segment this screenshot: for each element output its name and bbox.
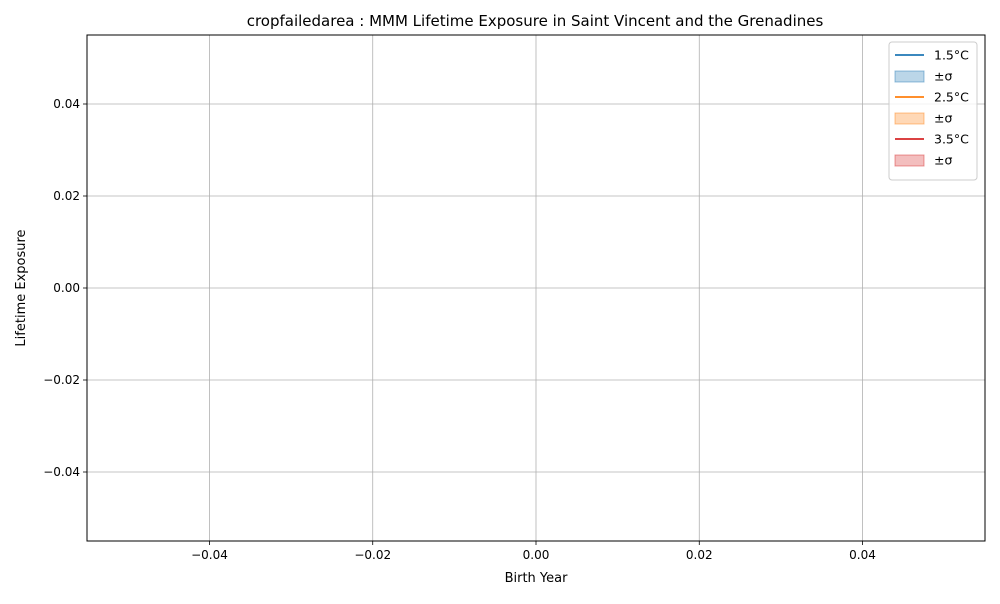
- y-tick-label: −0.04: [43, 465, 80, 479]
- x-tick-label: −0.04: [191, 548, 228, 562]
- legend-band-swatch: [894, 70, 925, 83]
- x-tick-label: 0.00: [523, 548, 550, 562]
- chart-title: cropfailedarea : MMM Lifetime Exposure i…: [247, 12, 824, 30]
- legend-label: 3.5°C: [934, 132, 969, 147]
- x-tick-label: −0.02: [354, 548, 391, 562]
- legend-box: [888, 41, 978, 181]
- y-tick-label: 0.04: [53, 97, 80, 111]
- plot-area-frame: [86, 34, 986, 542]
- legend-label: ±σ: [934, 69, 952, 84]
- y-tick-label: 0.00: [53, 281, 80, 295]
- legend-label: ±σ: [934, 111, 952, 126]
- x-axis-ticks: −0.04 −0.02 0.00 0.02 0.04: [191, 541, 876, 562]
- legend-label: 1.5°C: [934, 48, 969, 63]
- grid: [87, 35, 985, 541]
- legend-band-swatch: [894, 112, 925, 125]
- x-tick-label: 0.04: [849, 548, 876, 562]
- y-tick-label: 0.02: [53, 189, 80, 203]
- legend-band-swatch: [894, 154, 925, 167]
- y-axis-ticks: −0.04 −0.02 0.00 0.02 0.04: [43, 97, 87, 479]
- legend: 1.5°C ±σ 2.5°C ±σ 3.5°C ±σ: [888, 41, 978, 181]
- y-tick-label: −0.02: [43, 373, 80, 387]
- legend-label: 2.5°C: [934, 90, 969, 105]
- x-tick-label: 0.02: [686, 548, 713, 562]
- x-axis-label: Birth Year: [505, 571, 569, 586]
- y-axis-label: Lifetime Exposure: [14, 229, 29, 346]
- legend-label: ±σ: [934, 153, 952, 168]
